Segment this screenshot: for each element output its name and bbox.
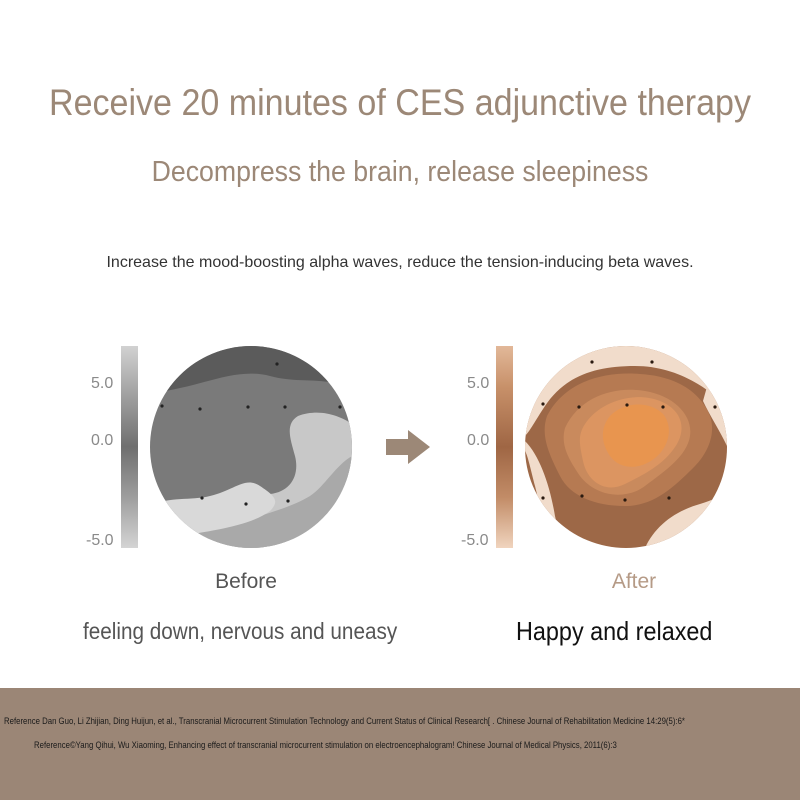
after-state-text: Happy and relaxed bbox=[516, 616, 713, 646]
description-text: Increase the mood-boosting alpha waves, … bbox=[106, 254, 694, 271]
reference-2: Reference©Yang Qihui, Wu Xiaoming, Enhan… bbox=[34, 740, 617, 751]
before-scale-max: 5.0 bbox=[91, 375, 114, 392]
before-brain-map bbox=[150, 346, 352, 548]
page-subtitle: Decompress the brain, release sleepiness bbox=[151, 156, 649, 188]
reference-1: Reference Dan Guo, Li Zhijian, Ding Huij… bbox=[4, 716, 685, 727]
before-scale-min: -5.0 bbox=[86, 532, 114, 549]
before-scale-bar bbox=[121, 346, 138, 548]
references-footer: Reference Dan Guo, Li Zhijian, Ding Huij… bbox=[0, 688, 800, 800]
after-brain-map bbox=[525, 346, 727, 548]
before-caption: Before bbox=[215, 570, 277, 593]
before-state-text: feeling down, nervous and uneasy bbox=[83, 618, 398, 644]
after-scale-mid: 0.0 bbox=[467, 432, 490, 449]
after-scale-bar bbox=[496, 346, 513, 548]
before-scale-mid: 0.0 bbox=[91, 432, 114, 449]
after-scale-max: 5.0 bbox=[467, 375, 490, 392]
after-scale-min: -5.0 bbox=[461, 532, 489, 549]
right-arrow-icon bbox=[386, 430, 430, 464]
page-title: Receive 20 minutes of CES adjunctive the… bbox=[49, 82, 751, 123]
after-caption: After bbox=[611, 570, 657, 593]
